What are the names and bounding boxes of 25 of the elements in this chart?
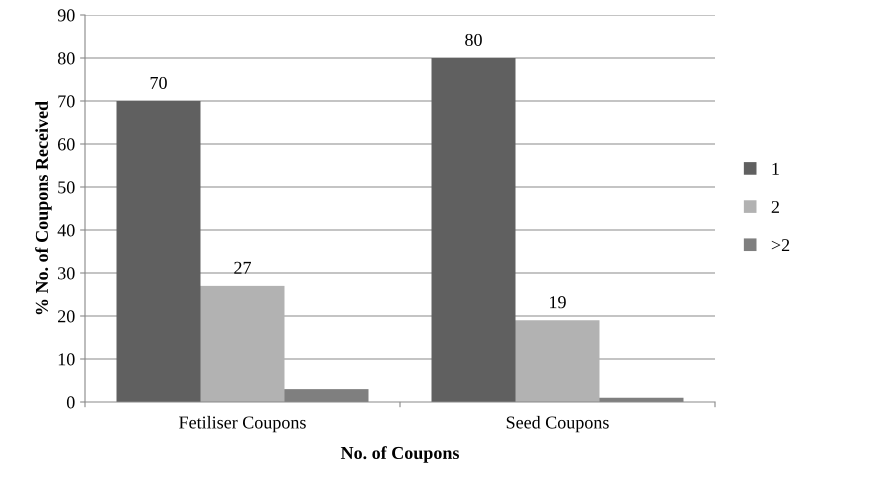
x-tick-label: Fetiliser Coupons (179, 416, 306, 432)
bar (116, 101, 200, 402)
y-tick-label: 30 (58, 267, 75, 280)
y-tick-label: 20 (58, 310, 75, 322)
y-tick-label: 50 (58, 181, 75, 194)
y-tick-label: 0 (66, 396, 75, 408)
x-tick-label: Seed Coupons (506, 416, 609, 432)
data-label: 19 (550, 296, 566, 308)
bar (432, 58, 516, 402)
y-tick-label: 90 (58, 9, 75, 22)
y-tick-label: 70 (58, 95, 75, 108)
y-tick-label: 10 (58, 353, 75, 366)
x-axis-title: No. of Coupons (340, 446, 460, 463)
y-axis-title: % No. of Coupons Received (35, 101, 52, 314)
legend-label: >2 (772, 239, 790, 252)
bar (200, 286, 284, 402)
data-label: 80 (465, 34, 482, 46)
legend-label: 1 (772, 162, 779, 175)
y-tick-label: 80 (58, 52, 75, 64)
y-tick-label: 40 (58, 224, 75, 236)
y-tick-label: 60 (58, 138, 75, 150)
bar (516, 320, 600, 402)
data-label: 27 (234, 262, 252, 274)
data-label: 70 (150, 76, 167, 89)
legend-label: 2 (772, 200, 779, 213)
